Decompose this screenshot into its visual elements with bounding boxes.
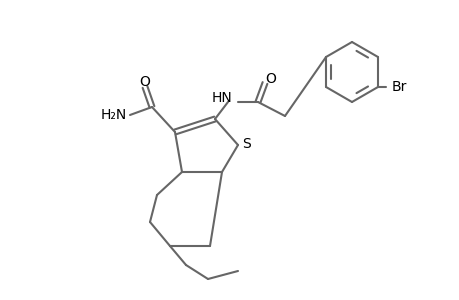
Text: S: S (242, 137, 251, 151)
Text: H₂N: H₂N (101, 108, 127, 122)
Text: O: O (139, 75, 150, 89)
Text: Br: Br (391, 80, 406, 94)
Text: O: O (265, 72, 276, 86)
Text: HN: HN (211, 91, 232, 105)
